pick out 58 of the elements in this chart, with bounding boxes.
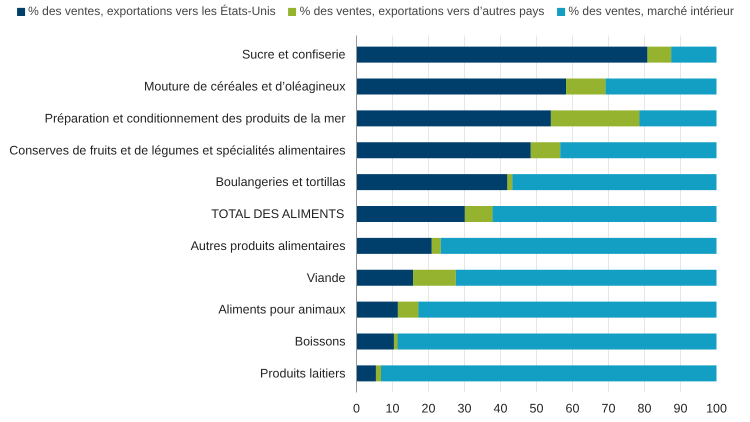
x-tick-label: 30 [458,402,472,416]
y-tick-label: Préparation et conditionnement des produits de la mer [44,111,346,126]
bar [432,238,441,254]
bar [398,302,418,318]
y-tick-label: Viande [306,270,346,285]
bar [356,334,394,350]
x-tick-label: 90 [674,402,688,416]
bar [356,270,414,286]
y-tick-label: Boissons [294,334,346,348]
y-tick-label: Produits laitiers [260,366,346,380]
bar [456,270,716,286]
x-tick-label: 50 [530,402,544,416]
bar [356,365,376,382]
bar [639,110,716,126]
bar [671,46,716,63]
legend-label: % des ventes, exportations vers d’autres pays [300,4,544,18]
bar [492,206,716,222]
x-tick-label: 70 [602,402,616,416]
x-tick-label: 60 [566,402,580,416]
y-tick-label: Mouture de céréales et d’oléagineux [144,80,346,94]
y-tick-label: Autres produits alimentaires [190,238,346,253]
bar [647,46,672,63]
bar [356,78,566,94]
bar [560,142,716,158]
legend-label: % des ventes, marché intérieur [568,4,734,18]
bar [606,78,716,94]
bar [356,110,551,126]
bar [530,142,560,158]
x-tick-label: 40 [494,402,508,416]
bar [398,334,716,350]
bar [464,206,493,222]
bar [550,110,640,126]
bar [356,206,465,222]
y-tick-label: Aliments pour animaux [218,302,346,317]
bar [356,46,648,63]
y-tick-label: Sucre et confiserie [242,48,346,62]
bar [356,174,508,190]
x-tick-label: 0 [353,402,360,416]
x-tick-label: 10 [386,402,400,416]
bar [512,174,716,190]
bar [356,142,531,158]
legend-label: % des ventes, exportations vers les États-Unis [28,4,276,18]
bar [356,302,398,318]
y-tick-label: Boulangeries et tortillas [216,175,346,190]
x-tick-label: 80 [638,402,652,416]
bar [380,365,716,382]
x-tick-label: 20 [422,402,436,416]
bar [566,78,606,94]
bar [440,238,716,254]
x-tick-label: 100 [706,402,727,416]
y-tick-label: Conserves de fruits et de légumes et spécialités alimentaires [9,143,346,158]
bar [394,334,398,350]
bar [356,238,432,254]
bar [376,365,381,382]
bar [507,174,512,190]
bar [418,302,716,318]
bar [413,270,456,286]
y-tick-label: TOTAL DES ALIMENTS [211,207,344,221]
